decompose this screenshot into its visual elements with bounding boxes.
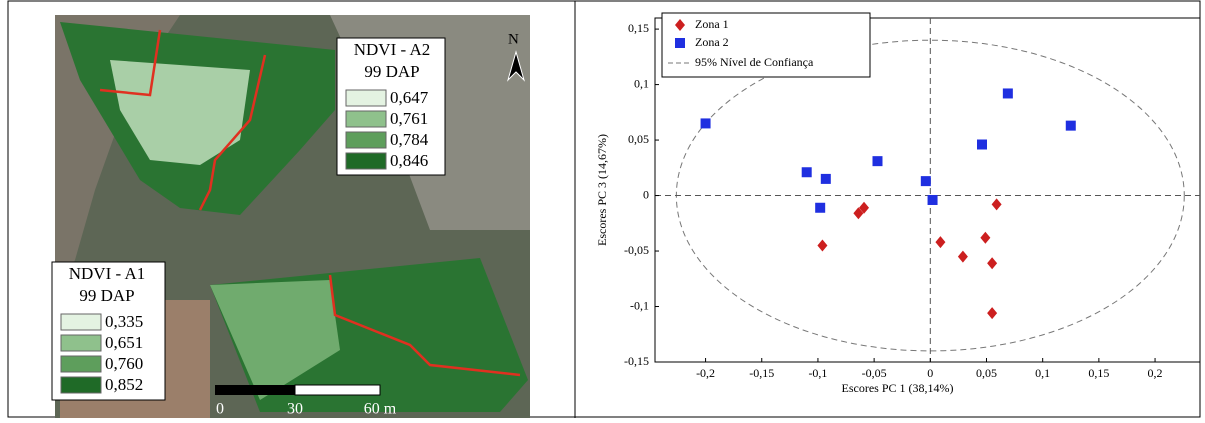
point	[987, 307, 997, 319]
legend-swatch	[61, 335, 101, 351]
legend-label: 95% Nível de Confiança	[695, 55, 814, 69]
legend-swatch	[61, 377, 101, 393]
legend-label: 0,760	[105, 354, 143, 373]
point	[921, 176, 931, 186]
legend-label: 0,647	[390, 88, 429, 107]
legend-label: 0,761	[390, 109, 428, 128]
y-tick-label: 0,15	[628, 21, 649, 35]
legend-label: 0,846	[390, 151, 428, 170]
point	[1066, 121, 1076, 131]
point	[958, 251, 968, 263]
x-tick-label: -0,2	[696, 366, 715, 380]
point	[701, 118, 711, 128]
point	[675, 38, 685, 48]
legend-subtitle: 99 DAP	[364, 62, 419, 81]
point	[802, 167, 812, 177]
scale-label: 0	[216, 401, 224, 418]
x-tick-label: -0,05	[862, 366, 887, 380]
legend-title: NDVI - A2	[354, 40, 431, 59]
y-axis-label: Escores PC 3 (14,67%)	[595, 134, 609, 246]
scale-bar	[295, 385, 380, 395]
x-tick-label: 0,1	[1035, 366, 1050, 380]
point	[977, 140, 987, 150]
scale-label: 30	[287, 401, 303, 418]
point	[928, 195, 938, 205]
x-tick-label: 0,05	[976, 366, 997, 380]
y-tick-label: -0,05	[624, 243, 649, 257]
legend-label: 0,852	[105, 375, 143, 394]
point	[992, 198, 1002, 210]
figure: N 0 30 60 m NDVI - A2 99 DAP 0,647 0,761 0,7…	[0, 0, 1205, 418]
x-tick-label: 0	[927, 366, 933, 380]
x-tick-label: -0,15	[749, 366, 774, 380]
point	[980, 232, 990, 244]
legend-subtitle: 99 DAP	[79, 286, 134, 305]
y-tick-label: -0,15	[624, 354, 649, 368]
legend-label: 0,784	[390, 130, 429, 149]
scale-label: 60 m	[364, 401, 397, 418]
x-tick-label: -0,1	[808, 366, 827, 380]
legend-label: Zona 2	[695, 35, 729, 49]
point	[872, 156, 882, 166]
legend-swatch	[346, 153, 386, 169]
y-tick-label: 0	[643, 187, 649, 201]
legend-swatch	[61, 356, 101, 372]
y-tick-label: 0,05	[628, 132, 649, 146]
point	[1003, 88, 1013, 98]
point	[815, 203, 825, 213]
scale-bar	[215, 385, 295, 395]
x-axis-label: Escores PC 1 (38,14%)	[842, 381, 954, 395]
point	[935, 236, 945, 248]
north-label: N	[508, 31, 519, 47]
legend-swatch	[346, 90, 386, 106]
legend-label: 0,651	[105, 333, 143, 352]
point	[821, 174, 831, 184]
point	[817, 239, 827, 251]
legend-title: NDVI - A1	[69, 264, 146, 283]
legend-swatch	[346, 111, 386, 127]
point	[987, 257, 997, 269]
legend-label: 0,335	[105, 312, 143, 331]
y-tick-label: 0,1	[634, 76, 649, 90]
legend-label: Zona 1	[695, 17, 729, 31]
y-tick-label: -0,1	[630, 298, 649, 312]
x-tick-label: 0,15	[1088, 366, 1109, 380]
legend-swatch	[346, 132, 386, 148]
legend-swatch	[61, 314, 101, 330]
x-tick-label: 0,2	[1148, 366, 1163, 380]
